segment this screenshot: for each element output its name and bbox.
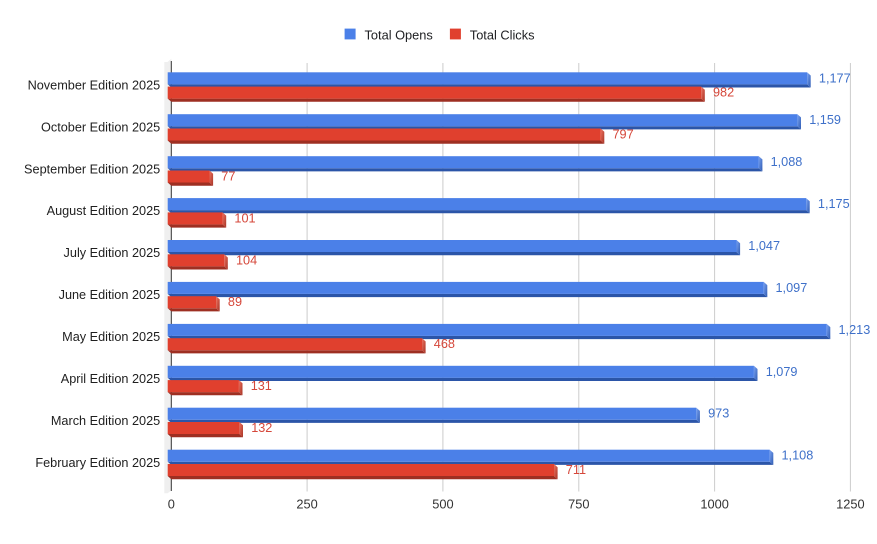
svg-text:February Edition 2025: February Edition 2025	[35, 456, 160, 470]
svg-text:1,108: 1,108	[782, 449, 814, 463]
svg-text:101: 101	[234, 211, 255, 225]
svg-text:1,159: 1,159	[809, 113, 841, 127]
svg-text:Total Clicks: Total Clicks	[470, 27, 535, 42]
svg-text:1,079: 1,079	[766, 365, 798, 379]
svg-text:July Edition 2025: July Edition 2025	[64, 246, 161, 260]
svg-text:May Edition 2025: May Edition 2025	[62, 330, 160, 344]
svg-text:October Edition 2025: October Edition 2025	[41, 120, 160, 134]
svg-text:982: 982	[713, 86, 734, 100]
svg-text:1,213: 1,213	[839, 323, 871, 337]
svg-text:250: 250	[296, 497, 317, 512]
svg-text:132: 132	[251, 421, 272, 435]
svg-text:November Edition 2025: November Edition 2025	[28, 78, 161, 92]
svg-text:77: 77	[221, 170, 235, 184]
svg-text:April Edition 2025: April Edition 2025	[61, 372, 160, 386]
svg-text:Total Opens: Total Opens	[365, 27, 433, 42]
svg-text:June Edition 2025: June Edition 2025	[59, 288, 161, 302]
svg-text:797: 797	[613, 128, 634, 142]
svg-text:September Edition 2025: September Edition 2025	[24, 162, 160, 176]
svg-text:March Edition 2025: March Edition 2025	[51, 414, 160, 428]
svg-text:August Edition 2025: August Edition 2025	[47, 204, 161, 218]
svg-text:1,097: 1,097	[776, 281, 808, 295]
svg-text:1,177: 1,177	[819, 71, 851, 85]
svg-text:750: 750	[568, 497, 589, 512]
svg-text:1250: 1250	[836, 497, 864, 512]
svg-text:89: 89	[228, 295, 242, 309]
svg-text:468: 468	[434, 337, 455, 351]
svg-text:711: 711	[566, 463, 586, 477]
svg-text:1,175: 1,175	[818, 197, 850, 211]
svg-text:104: 104	[236, 253, 257, 267]
svg-text:1000: 1000	[700, 497, 728, 512]
svg-text:1,088: 1,088	[771, 155, 803, 169]
svg-text:1,047: 1,047	[748, 239, 780, 253]
svg-text:0: 0	[168, 497, 175, 512]
svg-text:500: 500	[432, 497, 453, 512]
svg-text:131: 131	[251, 379, 272, 393]
svg-text:973: 973	[708, 407, 729, 421]
